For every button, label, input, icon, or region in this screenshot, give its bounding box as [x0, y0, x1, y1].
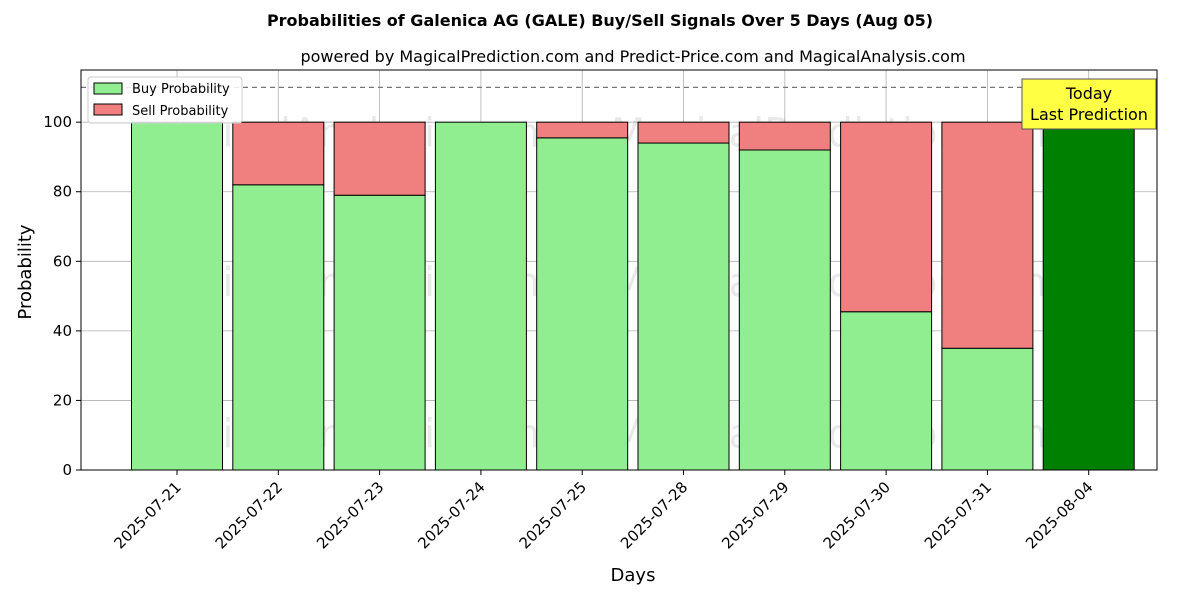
plot-frame	[80, 69, 1158, 471]
bar-buy-2025-07-22	[232, 184, 325, 471]
chart-title: Probabilities of Galenica AG (GALE) Buy/…	[267, 11, 933, 30]
legend-swatch-sell	[93, 103, 123, 116]
y-tick-label: 60	[53, 252, 72, 270]
x-tick-label: 2025-07-22	[212, 478, 286, 552]
today-annotation-box	[1021, 78, 1157, 130]
x-tick-label: 2025-07-28	[617, 478, 691, 552]
bar-sell-2025-07-25	[536, 121, 629, 139]
legend-label-buy: Buy Probability	[132, 82, 230, 97]
x-tick-label: 2025-07-31	[921, 478, 995, 552]
bar-sell-2025-07-28	[637, 121, 730, 144]
bar-buy-2025-07-23	[333, 194, 426, 471]
bar-sell-2025-07-23	[333, 121, 426, 196]
bar-buy-2025-07-25	[536, 137, 629, 471]
x-tick-label: 2025-07-21	[110, 478, 184, 552]
bar-buy-2025-07-29	[738, 149, 831, 471]
x-tick-label: 2025-07-29	[718, 478, 792, 552]
x-axis-label: Days	[611, 565, 656, 586]
bar-buy-2025-07-31	[941, 347, 1034, 471]
x-tick-label: 2025-07-23	[313, 478, 387, 552]
x-tick-label: 2025-08-04	[1022, 478, 1096, 552]
legend-swatch-buy	[93, 82, 123, 95]
bar-sell-2025-07-31	[941, 121, 1034, 349]
x-tick-label: 2025-07-24	[414, 478, 488, 552]
bars	[131, 121, 1135, 471]
y-tick-label: 80	[53, 183, 72, 201]
bar-sell-2025-07-29	[738, 121, 831, 151]
legend: Buy Probability Sell Probability	[87, 76, 243, 124]
today-annotation-line1: Today	[1065, 84, 1112, 103]
y-tick-label: 0	[62, 461, 72, 479]
today-annotation-line2: Last Prediction	[1030, 105, 1148, 124]
bar-buy-2025-07-30	[840, 311, 933, 471]
bar-buy-2025-08-04	[1042, 121, 1135, 471]
y-tick-label: 40	[53, 322, 72, 340]
today-annotation: Today Last Prediction	[1021, 78, 1157, 130]
bar-buy-2025-07-24	[434, 121, 527, 471]
legend-label-sell: Sell Probability	[132, 104, 229, 119]
chart-subtitle: powered by MagicalPrediction.com and Pre…	[300, 47, 965, 66]
x-tick-label: 2025-07-30	[820, 478, 894, 552]
bar-sell-2025-07-30	[840, 121, 933, 313]
bar-buy-2025-07-28	[637, 142, 730, 471]
y-tick-label: 100	[43, 113, 72, 131]
y-tick-label: 20	[53, 391, 72, 409]
bar-buy-2025-07-21	[131, 121, 223, 471]
legend-box	[87, 76, 243, 124]
y-axis-label: Probability	[15, 224, 36, 319]
x-tick-label: 2025-07-25	[516, 478, 590, 552]
bar-sell-2025-07-22	[232, 121, 325, 186]
